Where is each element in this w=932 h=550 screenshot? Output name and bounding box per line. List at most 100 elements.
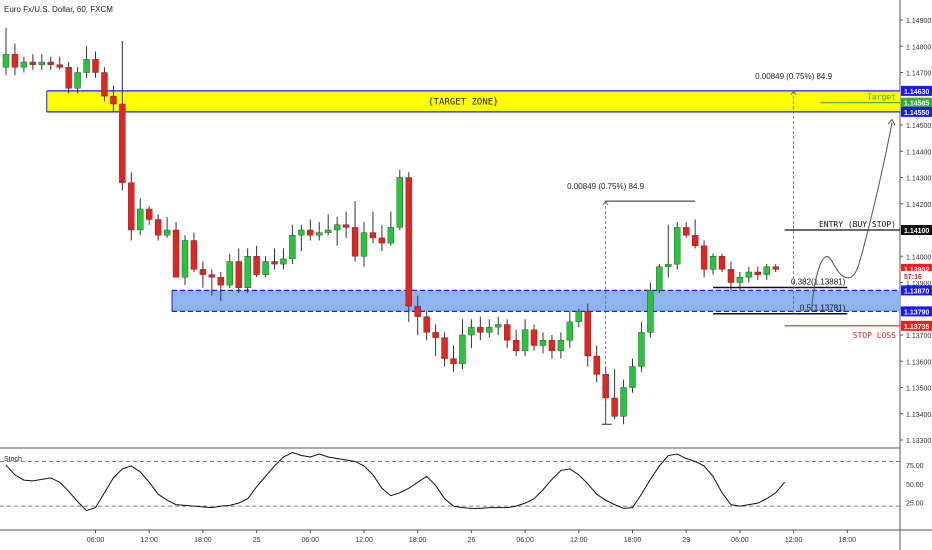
time-tick-label: 12:00 bbox=[355, 537, 373, 544]
price-tick-label: 1.13900 bbox=[906, 281, 931, 288]
candle-body bbox=[378, 237, 386, 244]
time-tick-label: 29 bbox=[682, 537, 690, 544]
projection-arrow bbox=[887, 118, 896, 126]
stoch-tick-label: 50.00 bbox=[906, 482, 924, 489]
candle-body bbox=[405, 177, 412, 307]
candle-body bbox=[387, 227, 395, 244]
time-tick-label: 06:00 bbox=[516, 537, 534, 544]
candle-body bbox=[342, 224, 350, 228]
price-tick-label: 1.14300 bbox=[906, 176, 931, 183]
time-tick-label: 06:00 bbox=[87, 537, 105, 544]
candle-body bbox=[727, 269, 735, 283]
target-zone-label: {TARGET ZONE} bbox=[428, 97, 498, 107]
candle-body bbox=[29, 61, 37, 65]
price-tag-label-zone: 1.13870 bbox=[904, 288, 929, 295]
candle-body bbox=[289, 235, 296, 260]
candle-body bbox=[20, 61, 28, 68]
candle-body bbox=[110, 95, 117, 105]
candle-body bbox=[2, 53, 10, 68]
time-tick-label: 18:00 bbox=[839, 537, 857, 544]
candle-body bbox=[647, 290, 654, 333]
candle-body bbox=[683, 227, 690, 236]
time-tick-label: 06:00 bbox=[731, 537, 749, 544]
candle-body bbox=[56, 64, 63, 68]
candle-body bbox=[575, 311, 582, 323]
candle-body bbox=[316, 232, 323, 236]
candle-body bbox=[181, 240, 189, 278]
candle-body bbox=[217, 277, 225, 286]
candle-body bbox=[700, 245, 708, 270]
price-tag-target bbox=[901, 97, 932, 108]
candle-body bbox=[441, 337, 448, 359]
time-tick-label: 12:00 bbox=[785, 537, 803, 544]
price-tag-label-timer: 57:16 bbox=[904, 274, 922, 281]
candle-body bbox=[656, 266, 663, 291]
measure-2-arrow bbox=[790, 90, 797, 96]
candle-body bbox=[163, 229, 171, 236]
candle-body bbox=[548, 340, 556, 351]
candle-body bbox=[208, 274, 216, 278]
candle-body bbox=[253, 256, 260, 275]
price-tag-entry bbox=[901, 225, 932, 235]
candle-body bbox=[495, 324, 502, 328]
time-tick-label: 18:00 bbox=[409, 537, 427, 544]
candle-body bbox=[47, 61, 54, 65]
support-zone bbox=[172, 290, 901, 312]
price-tag-label-zone: 1.14630 bbox=[904, 89, 929, 96]
stop-line-label: STOP LOSS bbox=[853, 331, 897, 340]
candle-body bbox=[468, 326, 475, 336]
price-tag-zone bbox=[901, 285, 932, 296]
price-tick-label: 1.14700 bbox=[906, 71, 931, 78]
price-tick-label: 1.14200 bbox=[906, 202, 931, 209]
price-tick-label: 1.14400 bbox=[906, 149, 931, 156]
candle-body bbox=[450, 358, 457, 365]
time-tick-label: 12:00 bbox=[140, 537, 158, 544]
price-tag-label-entry: 1.14100 bbox=[904, 228, 929, 235]
price-tag-zone bbox=[901, 85, 932, 96]
candle-body bbox=[691, 235, 699, 246]
candle-body bbox=[557, 340, 565, 351]
candle-body bbox=[38, 61, 45, 65]
candle-body bbox=[593, 355, 600, 375]
candle-body bbox=[611, 397, 618, 417]
price-tick-label: 1.14500 bbox=[906, 123, 931, 130]
candle-body bbox=[745, 271, 753, 278]
candle-body bbox=[154, 219, 162, 236]
candle-body bbox=[772, 266, 779, 270]
time-tick-label: 06:00 bbox=[302, 537, 320, 544]
candle-body bbox=[280, 258, 287, 265]
candle-body bbox=[521, 329, 529, 351]
chart-title: Euro Fx/U.S. Dollar, 60, FXCM bbox=[4, 5, 113, 14]
candle-body bbox=[566, 321, 574, 341]
price-tick-label: 1.13500 bbox=[906, 386, 931, 393]
candle-body bbox=[459, 334, 466, 365]
price-tag-zone bbox=[901, 306, 932, 317]
candle-body bbox=[718, 256, 726, 270]
candle-body bbox=[325, 229, 332, 233]
candle-body bbox=[307, 229, 314, 236]
price-tag-timer bbox=[901, 270, 932, 281]
price-tick-label: 1.13700 bbox=[906, 333, 931, 340]
price-tag-label-target: 1.14585 bbox=[904, 101, 929, 108]
stoch-label: Stoch bbox=[4, 456, 22, 463]
price-tag-stop bbox=[901, 320, 932, 331]
candle-body bbox=[629, 366, 636, 388]
price-tick-label: 1.14800 bbox=[906, 44, 931, 51]
target-zone bbox=[46, 90, 900, 112]
candle-body bbox=[512, 340, 520, 351]
candle-body bbox=[244, 256, 251, 288]
fib-382-label: 0.382(1.13881) bbox=[791, 277, 846, 286]
projection-path bbox=[811, 122, 893, 312]
candle-body bbox=[199, 269, 207, 275]
candle-body bbox=[333, 224, 341, 231]
candle-body bbox=[504, 324, 511, 341]
candle-body bbox=[665, 263, 672, 267]
candle-body bbox=[262, 261, 269, 275]
candle-body bbox=[486, 326, 493, 333]
candle-body bbox=[271, 261, 278, 265]
candle-body bbox=[145, 208, 153, 220]
price-tag-label-stop: 1.13735 bbox=[904, 324, 929, 331]
price-tick-label: 1.13400 bbox=[906, 412, 931, 419]
